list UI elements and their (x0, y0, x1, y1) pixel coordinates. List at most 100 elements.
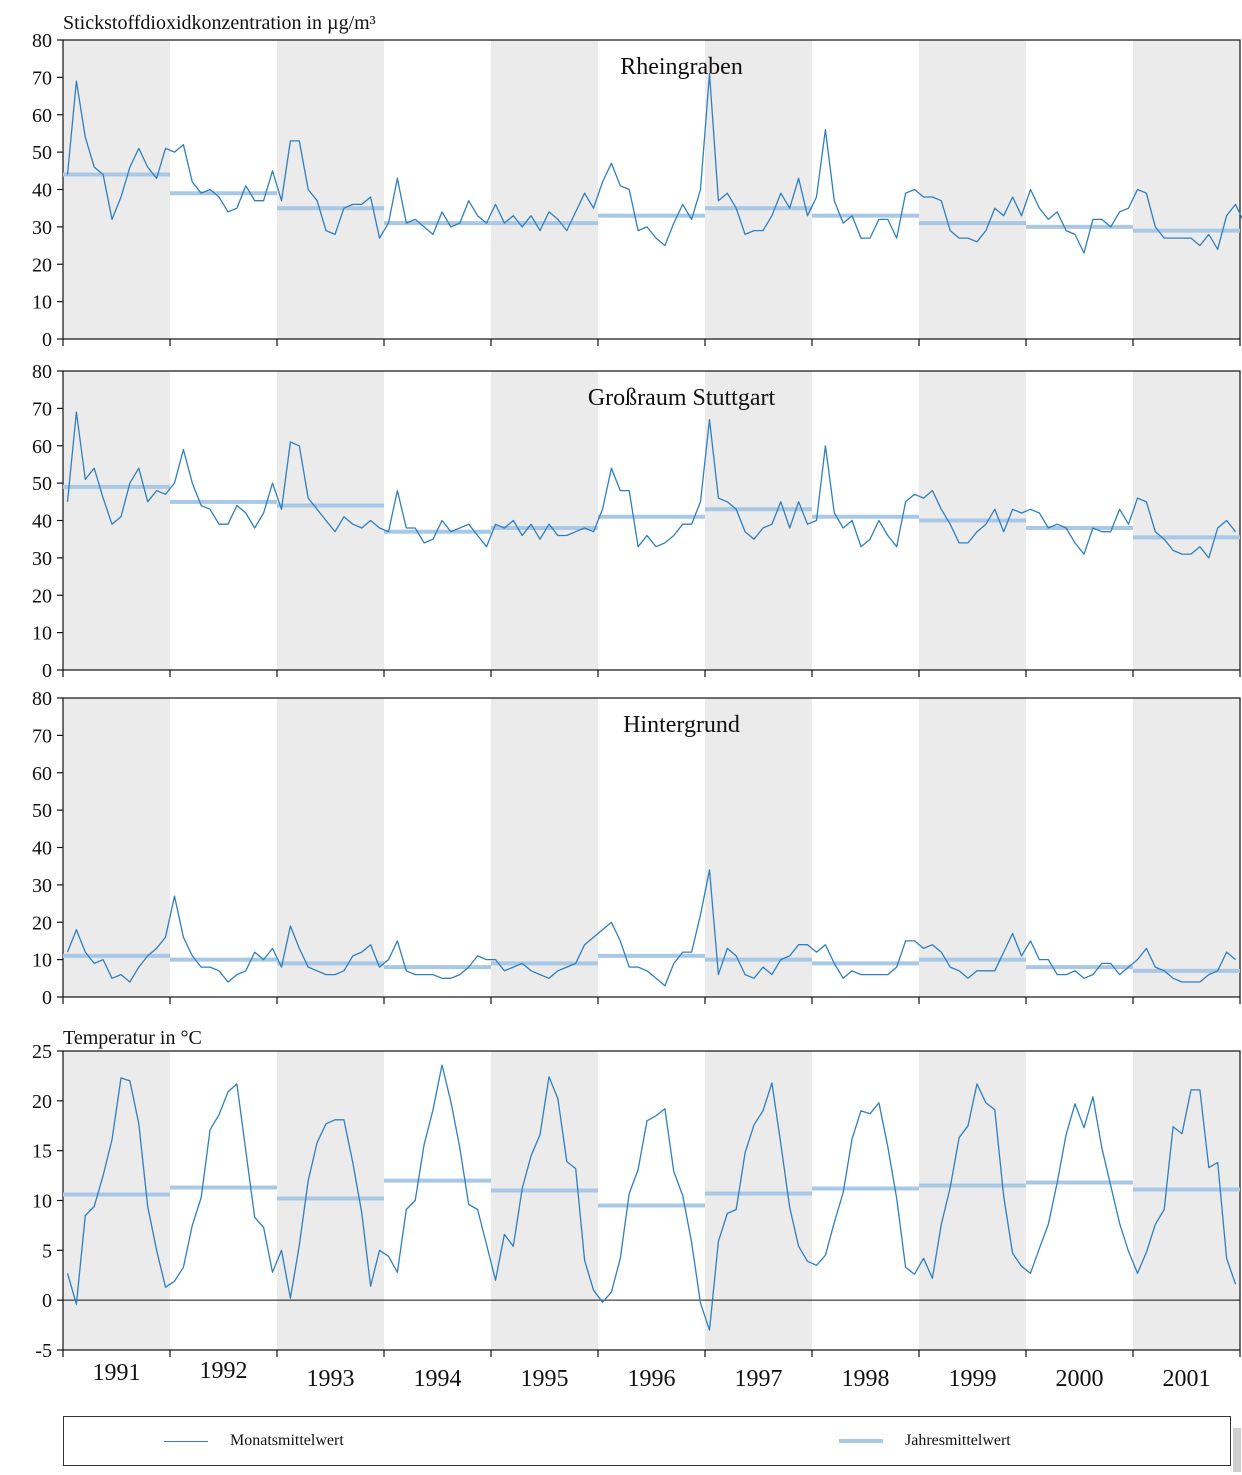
monthly-point (226, 1090, 229, 1093)
monthly-point (628, 188, 631, 191)
monthly-point (735, 207, 738, 210)
monthly-point (904, 192, 907, 195)
monthly-point (1145, 1251, 1148, 1254)
monthly-point (993, 969, 996, 972)
monthly-point (645, 1119, 648, 1122)
monthly-point (1047, 218, 1050, 221)
legend: Monatsmittelwert Jahresmittelwert (63, 1416, 1231, 1466)
monthly-point (975, 969, 978, 972)
monthly-point (931, 195, 934, 198)
y-tick-label: 20 (32, 912, 52, 934)
monthly-point (316, 199, 319, 202)
year-band (491, 371, 598, 670)
monthly-point (833, 511, 836, 514)
monthly-point (467, 966, 470, 969)
monthly-point (654, 1114, 657, 1117)
monthly-point (209, 508, 212, 511)
monthly-point (110, 218, 113, 221)
monthly-point (289, 440, 292, 443)
monthly-point (217, 1113, 220, 1116)
monthly-point (66, 173, 69, 176)
monthly-point (440, 1063, 443, 1066)
monthly-point (146, 1205, 149, 1208)
monthly-point (182, 143, 185, 146)
monthly-point (547, 210, 550, 213)
monthly-point (1163, 1208, 1166, 1211)
monthly-point (583, 192, 586, 195)
monthly-point (458, 526, 461, 529)
year-label: 1991 (93, 1360, 141, 1386)
monthly-point (119, 195, 122, 198)
year-label: 1999 (949, 1366, 997, 1392)
monthly-point (387, 530, 390, 533)
monthly-point (797, 1245, 800, 1248)
monthly-point (583, 526, 586, 529)
monthly-point (1011, 195, 1014, 198)
monthly-point (289, 139, 292, 142)
monthly-point (726, 947, 729, 950)
monthly-point (102, 496, 105, 499)
monthly-point (324, 519, 327, 522)
monthly-point (316, 969, 319, 972)
monthly-point (1029, 508, 1032, 511)
y-tick-label: 50 (32, 800, 52, 822)
monthly-point (396, 1271, 399, 1274)
monthly-point (1136, 188, 1139, 191)
monthly-point (538, 538, 541, 541)
monthly-point (645, 225, 648, 228)
monthly-point (173, 151, 176, 154)
monthly-point (628, 1192, 631, 1195)
monthly-point (601, 928, 604, 931)
monthly-point (949, 966, 952, 969)
monthly-point (913, 188, 916, 191)
monthly-point (1163, 236, 1166, 239)
monthly-point (842, 222, 845, 225)
monthly-point (84, 478, 87, 481)
monthly-point (788, 954, 791, 957)
monthly-point (886, 218, 889, 221)
monthly-point (868, 973, 871, 976)
monthly-point (521, 1187, 524, 1190)
monthly-point (824, 444, 827, 447)
monthly-point (137, 1122, 140, 1125)
monthly-point (387, 958, 390, 961)
monthly-point (173, 1280, 176, 1283)
y-tick-label: 50 (32, 142, 52, 164)
y-tick-label: 80 (32, 688, 52, 710)
monthly-point (75, 928, 78, 931)
monthly-point (1109, 1184, 1112, 1187)
monthly-point (922, 947, 925, 950)
y-tick-label: 0 (42, 1290, 52, 1312)
monthly-point (512, 1245, 515, 1248)
year-band (919, 1051, 1026, 1350)
monthly-point (503, 526, 506, 529)
monthly-point (752, 538, 755, 541)
year-label: 1998 (842, 1366, 890, 1392)
monthly-point (663, 244, 666, 247)
monthly-point (1038, 1247, 1041, 1250)
monthly-point (672, 962, 675, 965)
monthly-point (512, 214, 515, 217)
monthly-point (182, 936, 185, 939)
year-label: 1992 (200, 1358, 248, 1384)
monthly-point (342, 1118, 345, 1121)
monthly-point (360, 1211, 363, 1214)
monthly-point (984, 1101, 987, 1104)
monthly-point (1073, 233, 1076, 236)
monthly-point (788, 207, 791, 210)
monthly-point (913, 1273, 916, 1276)
monthly-point (351, 1161, 354, 1164)
monthly-point (663, 541, 666, 544)
monthly-point (904, 939, 907, 942)
monthly-point (280, 966, 283, 969)
monthly-point (110, 523, 113, 526)
y-tick-label: 10 (32, 1191, 52, 1213)
monthly-point (307, 966, 310, 969)
year-label: 2001 (1163, 1366, 1211, 1392)
monthly-point (1100, 530, 1103, 533)
monthly-point (298, 139, 301, 142)
monthly-point (806, 943, 809, 946)
monthly-point (440, 519, 443, 522)
y-tick-label: 15 (32, 1141, 52, 1163)
monthly-point (467, 199, 470, 202)
